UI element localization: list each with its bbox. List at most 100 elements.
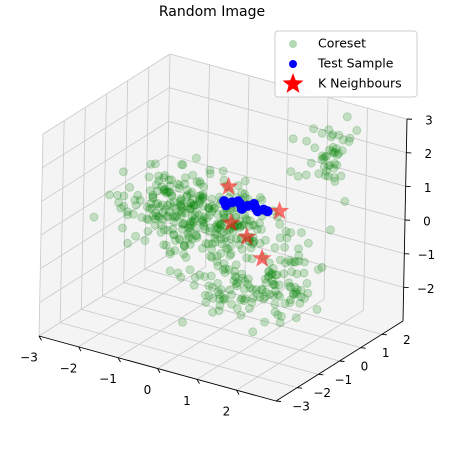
coreset-point <box>192 223 202 233</box>
coreset-point <box>269 279 279 289</box>
coreset-point <box>213 287 223 297</box>
coreset-point <box>172 212 182 222</box>
grid-line <box>41 120 169 202</box>
coreset-point <box>119 191 129 201</box>
coreset-point <box>317 155 327 165</box>
coreset-point <box>128 209 138 219</box>
coreset-point <box>225 241 235 251</box>
coreset-point <box>159 225 169 235</box>
coreset-point <box>153 186 163 196</box>
k-neighbour-star <box>221 212 241 231</box>
coreset-point <box>208 239 217 249</box>
coreset-point <box>199 212 209 222</box>
coreset-point <box>176 200 185 210</box>
grid-line <box>42 87 170 169</box>
chart-title: Random Image <box>159 4 265 20</box>
coreset-point <box>330 176 340 186</box>
coreset-point <box>255 218 265 228</box>
coreset-point <box>224 265 234 275</box>
coreset-point <box>259 294 269 304</box>
coreset-point <box>251 285 261 295</box>
grid-line <box>166 221 404 288</box>
coreset-point <box>198 216 208 226</box>
x-tick <box>117 357 121 363</box>
coreset-point <box>192 233 202 243</box>
coreset-point <box>188 218 198 228</box>
coreset-point <box>158 208 168 218</box>
coreset-point <box>184 231 194 241</box>
coreset-point <box>168 224 178 234</box>
coreset-point <box>250 220 259 230</box>
coreset-point <box>237 244 247 254</box>
coreset-point <box>186 198 196 208</box>
coreset-point <box>329 163 339 173</box>
coreset-point <box>240 276 250 286</box>
coreset-point <box>204 291 214 300</box>
coreset-point <box>218 166 228 176</box>
coreset-point <box>198 192 208 202</box>
coreset-point <box>240 176 250 186</box>
coreset-point <box>257 195 267 205</box>
coreset-point <box>175 235 185 245</box>
coreset-point <box>336 171 346 181</box>
coreset-point <box>323 171 333 181</box>
coreset-point <box>180 208 190 218</box>
coreset-point <box>230 271 240 281</box>
grid-line <box>40 154 169 236</box>
coreset-point <box>167 190 177 200</box>
coreset-point <box>199 218 209 228</box>
coreset-point <box>287 267 296 277</box>
coreset-point <box>201 239 211 248</box>
coreset-point <box>171 204 181 213</box>
coreset-point <box>219 234 229 244</box>
coreset-point <box>231 210 241 220</box>
test-sample-point <box>236 203 247 214</box>
coreset-point <box>208 293 218 303</box>
coreset-point <box>207 201 217 211</box>
coreset-point <box>294 250 304 260</box>
coreset-point <box>185 226 195 236</box>
coreset-point <box>188 216 198 226</box>
coreset-point <box>192 177 202 187</box>
coreset-point <box>233 278 242 288</box>
coreset-point <box>313 265 323 274</box>
coreset-point <box>218 265 228 275</box>
coreset-point <box>191 230 201 240</box>
coreset-point <box>130 195 140 205</box>
coreset-point <box>352 125 362 135</box>
coreset-point <box>180 173 190 183</box>
coreset-point <box>290 257 300 267</box>
coreset-point <box>167 191 177 201</box>
coreset-point <box>279 269 289 279</box>
coreset-point <box>196 191 206 201</box>
coreset-point <box>197 217 207 227</box>
coreset-point <box>156 220 166 230</box>
coreset-point <box>159 186 169 196</box>
coreset-point <box>185 220 195 230</box>
coreset-point <box>268 280 278 289</box>
coreset-point <box>204 202 214 212</box>
coreset-point <box>243 279 253 289</box>
coreset-point <box>177 207 187 217</box>
coreset-point <box>182 192 192 202</box>
coreset-point <box>223 244 233 254</box>
coreset-point <box>293 171 303 181</box>
coreset-point <box>274 280 284 290</box>
coreset-point <box>220 268 230 278</box>
coreset-point <box>204 211 214 220</box>
coreset-point <box>137 212 147 222</box>
coreset-point <box>155 202 165 212</box>
coreset-point <box>329 148 339 158</box>
grid-line <box>167 188 405 255</box>
coreset-point <box>133 190 143 200</box>
coreset-point <box>218 293 228 303</box>
coreset-point <box>210 203 220 212</box>
coreset-point <box>320 171 330 180</box>
x-tick <box>196 379 200 384</box>
coreset-point <box>183 223 193 233</box>
coreset-point <box>160 184 170 194</box>
coreset-point <box>210 229 220 239</box>
coreset-point <box>211 222 221 232</box>
coreset-point <box>171 211 181 221</box>
coreset-point <box>146 159 156 169</box>
